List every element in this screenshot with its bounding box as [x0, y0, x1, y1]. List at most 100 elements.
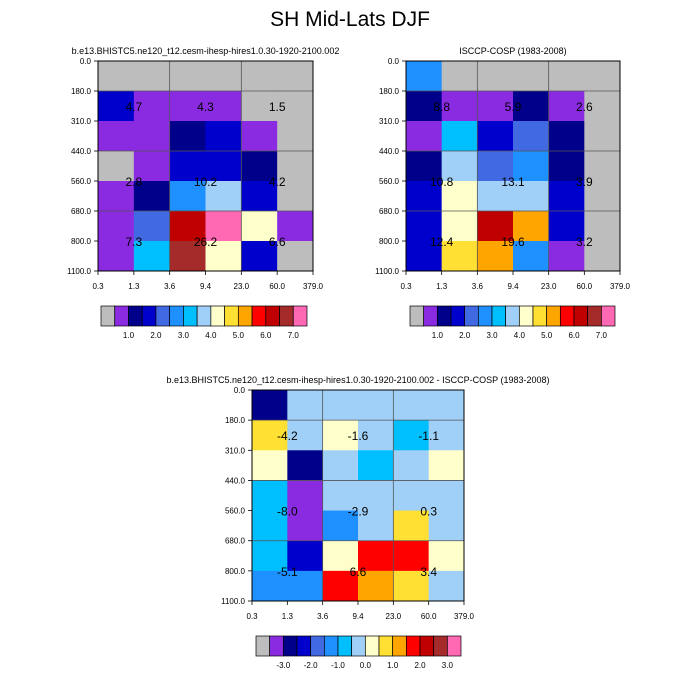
- cell-value-label: 3.4: [420, 565, 437, 579]
- heatmap-cell: [322, 480, 359, 511]
- y-tick-label: 1100.0: [375, 267, 399, 276]
- heatmap-cell: [169, 181, 206, 212]
- heatmap-cell: [477, 181, 514, 212]
- heatmap-cell: [406, 91, 443, 122]
- colorbar-swatch: [419, 635, 435, 657]
- panel-title: b.e13.BHISTC5.ne120_t12.cesm-ihesp-hires…: [166, 375, 549, 385]
- heatmap-cell: [477, 211, 514, 242]
- heatmap-cell: [277, 181, 314, 212]
- heatmap-cell: [428, 510, 465, 542]
- x-tick-label: 23.0: [541, 282, 557, 291]
- heatmap-cell: [513, 151, 550, 182]
- cell-value-label: 4.2: [269, 175, 286, 189]
- cell-value-label: -4.2: [277, 429, 298, 443]
- colorbar-swatch: [155, 305, 171, 327]
- heatmap-cell: [584, 151, 621, 182]
- heatmap-cell: [287, 390, 324, 421]
- x-tick-label: 3.6: [164, 282, 176, 291]
- colorbar-swatch: [573, 305, 589, 327]
- colorbar-swatch: [196, 305, 212, 327]
- heatmap-cell: [441, 121, 478, 152]
- colorbar-label: 3.0: [442, 661, 454, 670]
- heatmap-cell: [169, 211, 206, 242]
- heatmap-cell: [169, 61, 206, 92]
- colorbar-swatch: [265, 305, 280, 327]
- colorbar-swatch: [292, 305, 308, 327]
- heatmap-cell: [287, 510, 324, 542]
- heatmap-cell: [428, 540, 465, 572]
- colorbar-label: 7.0: [288, 331, 300, 340]
- heatmap-cell: [205, 211, 242, 242]
- heatmap-cell: [428, 450, 465, 481]
- colorbar-swatch: [409, 305, 425, 327]
- heatmap-cell: [277, 61, 314, 92]
- heatmap-cell: [98, 61, 135, 92]
- colorbar-swatch: [505, 305, 520, 327]
- cell-value-label: 5.9: [505, 100, 522, 114]
- cell-value-label: 4.3: [197, 100, 214, 114]
- y-tick-label: 560.0: [225, 507, 246, 516]
- heatmap-cell: [241, 181, 278, 212]
- heatmap-cell: [513, 121, 550, 152]
- heatmap-cell: [441, 181, 478, 212]
- heatmap-cell: [205, 121, 242, 152]
- y-tick-label: 560.0: [379, 177, 400, 186]
- y-tick-label: 440.0: [225, 476, 246, 485]
- heatmap-cell: [513, 181, 550, 212]
- heatmap-cell: [548, 241, 585, 272]
- cell-value-label: 10.8: [430, 175, 454, 189]
- figure-title: SH Mid-Lats DJF: [270, 8, 430, 31]
- colorbar-label: 5.0: [233, 331, 245, 340]
- colorbar-swatch: [392, 635, 407, 657]
- colorbar-label: -2.0: [304, 661, 318, 670]
- heatmap-cell: [205, 61, 242, 92]
- y-tick-label: 560.0: [71, 177, 92, 186]
- y-tick-label: 680.0: [379, 207, 400, 216]
- heatmap-cell: [98, 181, 135, 212]
- cell-value-label: 3.2: [576, 235, 593, 249]
- heatmap-cell: [133, 91, 171, 122]
- heatmap-cell: [513, 241, 550, 272]
- colorbar-swatch: [255, 635, 271, 657]
- x-tick-label: 1.3: [282, 612, 294, 621]
- heatmap-cell: [584, 121, 621, 152]
- heatmap-cell: [322, 390, 359, 421]
- heatmap-cell: [584, 61, 621, 92]
- heatmap-panel-1: b.e13.BHISTC5.ne120_t12.cesm-ihesp-hires…: [67, 46, 339, 340]
- heatmap-cell: [477, 241, 514, 272]
- cell-value-label: 3.9: [576, 175, 593, 189]
- heatmap-cell: [358, 390, 394, 421]
- heatmap-cell: [133, 121, 171, 152]
- x-tick-label: 60.0: [269, 282, 285, 291]
- heatmap-cell: [406, 121, 443, 152]
- colorbar-swatch: [251, 305, 267, 327]
- colorbar-swatch: [600, 305, 616, 327]
- colorbar-swatch: [169, 305, 184, 327]
- heatmap-panel-2: ISCCP-COSP (1983-2008) 0.0 180.0 310.0 440.0…: [375, 46, 630, 340]
- colorbar-swatch: [464, 305, 479, 327]
- cell-value-label: 6.6: [350, 565, 367, 579]
- heatmap-cell: [477, 61, 514, 92]
- heatmap-cell: [358, 450, 394, 481]
- colorbar-swatch: [296, 635, 312, 657]
- y-tick-label: 310.0: [225, 446, 246, 455]
- cell-value-label: 10.2: [194, 175, 218, 189]
- cell-value-label: 0.3: [420, 505, 437, 519]
- colorbar-label: 2.0: [414, 661, 426, 670]
- colorbar-swatch: [337, 635, 353, 657]
- cell-value-label: 12.4: [430, 235, 454, 249]
- heatmap-cell: [277, 151, 314, 182]
- heatmap-cell: [252, 480, 288, 511]
- heatmap-cell: [252, 570, 288, 602]
- colorbar-swatch: [378, 635, 394, 657]
- x-tick-label: 0.3: [400, 282, 412, 291]
- heatmap-cell: [241, 241, 278, 272]
- heatmap-cell: [406, 211, 443, 242]
- heatmap-cell: [98, 91, 135, 122]
- y-tick-label: 800.0: [225, 567, 246, 576]
- heatmap-cell: [205, 241, 242, 272]
- heatmap-cell: [169, 241, 206, 272]
- x-tick-label: 9.4: [352, 612, 364, 621]
- heatmap-cell: [241, 121, 278, 152]
- colorbar-swatch: [477, 305, 493, 327]
